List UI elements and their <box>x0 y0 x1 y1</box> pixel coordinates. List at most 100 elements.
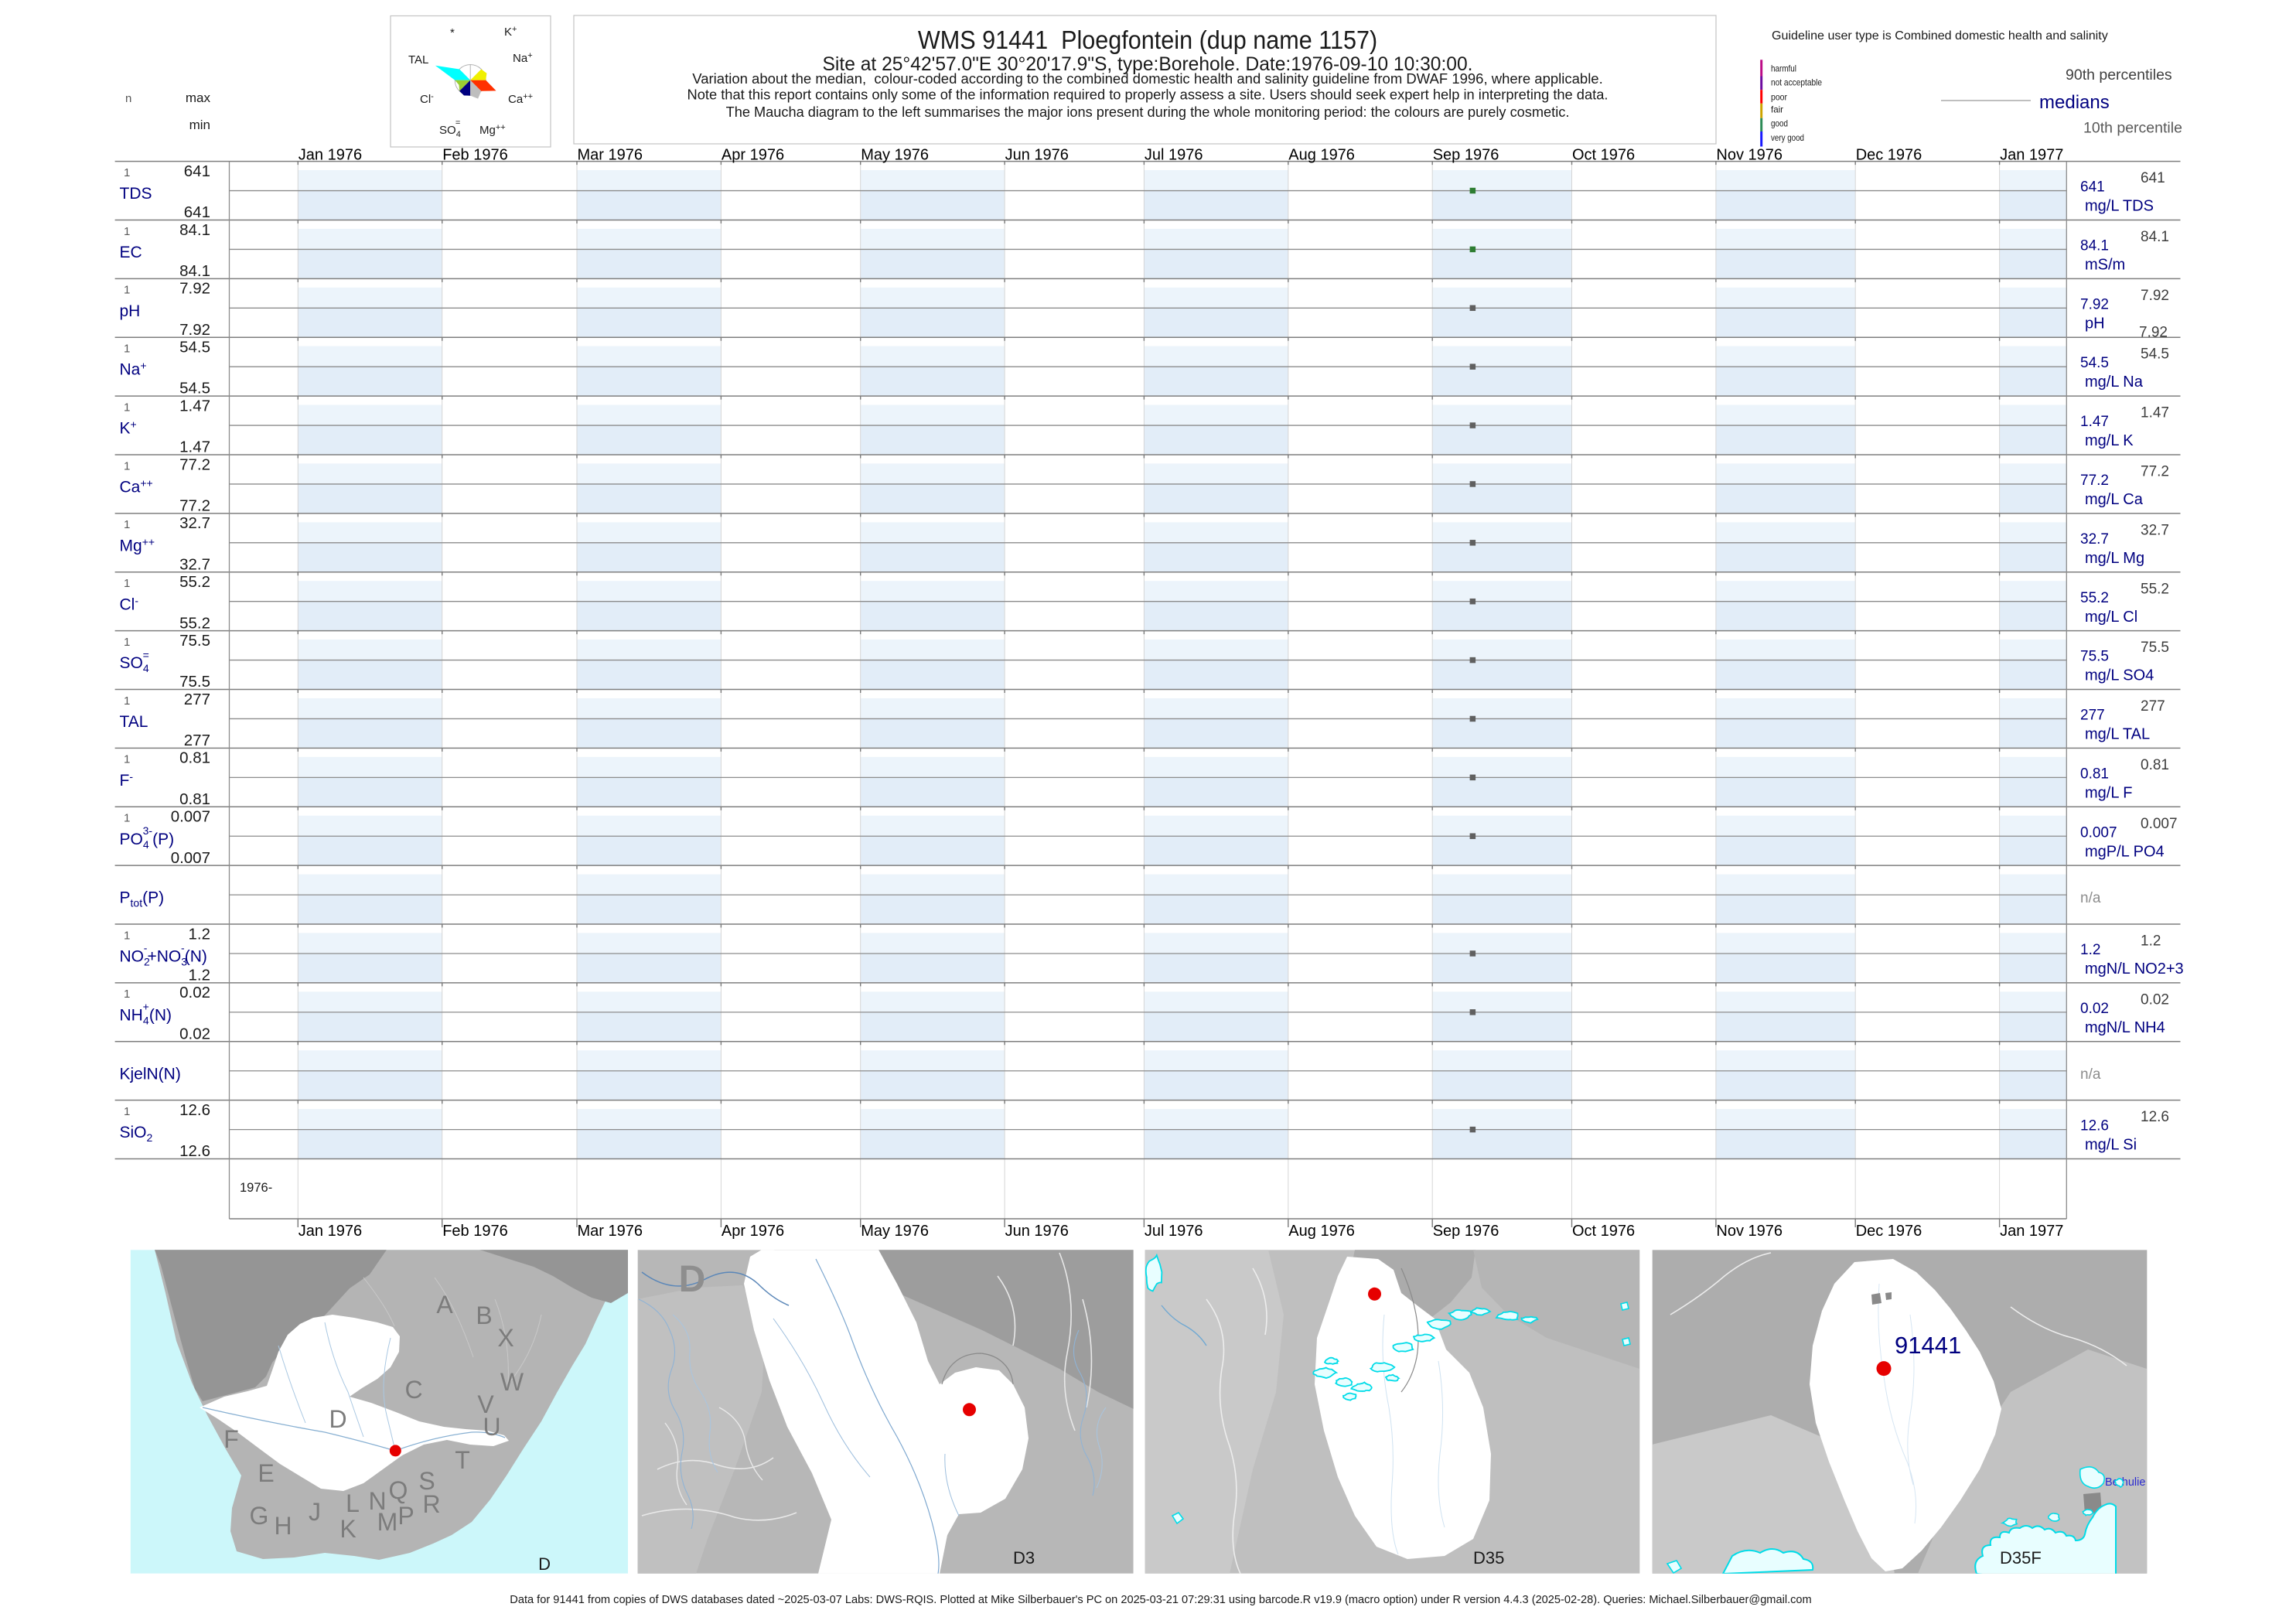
svg-text:54.5: 54.5 <box>2080 355 2109 371</box>
svg-text:55.2: 55.2 <box>2080 590 2109 606</box>
svg-text:mg/L SO4: mg/L SO4 <box>2085 667 2154 684</box>
svg-text:0.81: 0.81 <box>2141 757 2169 773</box>
svg-text:Dec 1976: Dec 1976 <box>1856 147 1922 164</box>
svg-text:7.92: 7.92 <box>2080 296 2109 312</box>
svg-text:Dec 1976: Dec 1976 <box>1856 1223 1922 1240</box>
svg-text:0.02: 0.02 <box>2080 1001 2109 1017</box>
svg-text:Jan 1977: Jan 1977 <box>2000 147 2063 164</box>
svg-text:75.5: 75.5 <box>179 632 210 650</box>
svg-text:55.2: 55.2 <box>2141 581 2169 597</box>
svg-text:F: F <box>223 1425 239 1453</box>
svg-text:Oct 1976: Oct 1976 <box>1572 1223 1635 1240</box>
svg-text:D35F: D35F <box>2000 1548 2042 1568</box>
svg-text:54.5: 54.5 <box>179 380 210 397</box>
svg-text:1: 1 <box>124 929 130 942</box>
svg-text:32.7: 32.7 <box>179 514 210 532</box>
svg-text:1.47: 1.47 <box>179 438 210 456</box>
svg-text:12.6: 12.6 <box>2141 1109 2169 1125</box>
svg-text:77.2: 77.2 <box>2080 473 2109 489</box>
svg-text:Site at 25°42'57.0"E 30°20'17.: Site at 25°42'57.0"E 30°20'17.9"S, type:… <box>823 54 1473 75</box>
svg-text:mg/L F: mg/L F <box>2085 784 2133 801</box>
svg-text:1.2: 1.2 <box>2141 933 2161 950</box>
svg-text:May 1976: May 1976 <box>861 147 929 164</box>
svg-text:good: good <box>1771 118 1788 129</box>
svg-text:TAL: TAL <box>120 713 148 731</box>
svg-text:1: 1 <box>124 694 130 708</box>
svg-text:641: 641 <box>184 162 210 180</box>
svg-text:fair: fair <box>1771 104 1783 115</box>
svg-text:Mar 1976: Mar 1976 <box>578 147 643 164</box>
svg-text:Jan 1976: Jan 1976 <box>299 147 362 164</box>
svg-text:harmful: harmful <box>1771 63 1796 74</box>
svg-text:7.92: 7.92 <box>179 321 210 339</box>
svg-text:mg/L Si: mg/L Si <box>2085 1137 2137 1154</box>
svg-text:pH: pH <box>2085 315 2105 332</box>
svg-text:0.007: 0.007 <box>2141 816 2178 832</box>
svg-text:32.7: 32.7 <box>2141 522 2169 538</box>
svg-text:0.02: 0.02 <box>179 984 210 1001</box>
svg-text:WMS 91441 Ploegfontein (dup n: WMS 91441 Ploegfontein (dup name 1157) <box>918 26 1377 54</box>
svg-text:54.5: 54.5 <box>179 339 210 357</box>
svg-text:May 1976: May 1976 <box>861 1223 929 1240</box>
svg-text:1: 1 <box>124 284 130 297</box>
svg-text:Oct 1976: Oct 1976 <box>1572 147 1635 164</box>
svg-text:Note that this report contains: Note that this report contains only some… <box>687 87 1609 103</box>
svg-text:1: 1 <box>124 459 130 473</box>
svg-text:0.007: 0.007 <box>171 808 210 826</box>
svg-text:Jul 1976: Jul 1976 <box>1145 1223 1203 1240</box>
svg-text:Feb 1976: Feb 1976 <box>442 147 508 164</box>
svg-text:D: D <box>679 1259 706 1300</box>
svg-text:84.1: 84.1 <box>2080 238 2109 254</box>
svg-text:D: D <box>329 1405 346 1433</box>
svg-text:D35: D35 <box>1473 1548 1504 1568</box>
svg-text:0.007: 0.007 <box>2080 824 2117 841</box>
svg-text:not acceptable: not acceptable <box>1771 77 1822 88</box>
svg-text:Jun 1976: Jun 1976 <box>1005 147 1069 164</box>
svg-text:U: U <box>483 1413 500 1441</box>
svg-text:B: B <box>476 1302 492 1329</box>
svg-text:1.2: 1.2 <box>189 925 211 943</box>
svg-text:The Maucha diagram to the left: The Maucha diagram to the left summarise… <box>726 104 1570 120</box>
svg-text:M: M <box>377 1508 398 1536</box>
svg-text:medians: medians <box>2039 92 2110 113</box>
svg-text:Nov 1976: Nov 1976 <box>1716 147 1783 164</box>
svg-text:75.5: 75.5 <box>2141 640 2169 656</box>
svg-text:mg/L K: mg/L K <box>2085 432 2134 449</box>
svg-text:1: 1 <box>124 401 130 414</box>
svg-text:Jul 1976: Jul 1976 <box>1145 147 1203 164</box>
svg-text:n/a: n/a <box>2080 1066 2101 1083</box>
svg-text:very good: very good <box>1771 132 1804 143</box>
svg-text:277: 277 <box>2080 708 2105 724</box>
svg-text:1: 1 <box>124 812 130 825</box>
svg-text:J: J <box>309 1498 321 1526</box>
svg-text:1.47: 1.47 <box>179 397 210 415</box>
svg-text:T: T <box>455 1446 470 1474</box>
svg-text:7.92: 7.92 <box>2141 288 2169 304</box>
svg-text:1: 1 <box>124 166 130 179</box>
svg-text:P: P <box>397 1502 414 1530</box>
svg-text:mg/L TAL: mg/L TAL <box>2085 726 2150 743</box>
svg-text:H: H <box>274 1512 292 1540</box>
svg-text:0.81: 0.81 <box>179 790 210 808</box>
svg-text:1.2: 1.2 <box>2080 942 2100 958</box>
svg-text:Aug 1976: Aug 1976 <box>1288 1223 1355 1240</box>
svg-text:Q: Q <box>389 1476 408 1504</box>
svg-text:EC: EC <box>120 244 142 261</box>
svg-text:1: 1 <box>124 1105 130 1118</box>
svg-text:Mar 1976: Mar 1976 <box>578 1223 643 1240</box>
svg-text:Sep 1976: Sep 1976 <box>1433 1223 1499 1240</box>
svg-text:Jan 1976: Jan 1976 <box>299 1223 362 1240</box>
svg-text:84.1: 84.1 <box>179 262 210 280</box>
svg-text:Apr 1976: Apr 1976 <box>722 147 784 164</box>
svg-text:K: K <box>339 1515 356 1543</box>
svg-text:90th percentiles: 90th percentiles <box>2066 67 2172 84</box>
svg-text:Ptot(P): Ptot(P) <box>120 889 165 909</box>
svg-text:84.1: 84.1 <box>179 221 210 239</box>
svg-text:mS/m: mS/m <box>2085 257 2125 274</box>
svg-text:Feb 1976: Feb 1976 <box>442 1223 508 1240</box>
svg-text:77.2: 77.2 <box>179 455 210 473</box>
svg-text:KjelN(N): KjelN(N) <box>120 1065 181 1083</box>
svg-text:Nov 1976: Nov 1976 <box>1716 1223 1783 1240</box>
svg-text:1: 1 <box>124 518 130 531</box>
svg-text:1976-: 1976- <box>240 1181 272 1195</box>
